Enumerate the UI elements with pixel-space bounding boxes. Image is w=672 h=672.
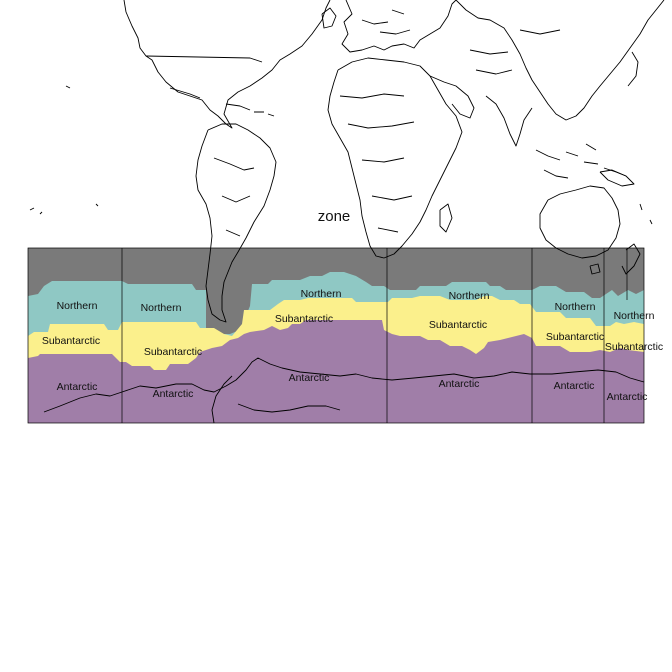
zone-label-subantarctic: Subantarctic <box>144 346 202 358</box>
japan-islands <box>627 51 639 87</box>
zone-label-antarctic: Antarctic <box>57 381 98 393</box>
africa-border <box>339 93 415 233</box>
zone-label-subantarctic: Subantarctic <box>546 331 604 343</box>
antarctica-coastline <box>237 403 341 413</box>
zone-label-northern: Northern <box>449 290 490 302</box>
zone-panel <box>28 248 644 423</box>
new-zealand <box>621 243 641 275</box>
asia-coast <box>455 0 665 121</box>
mexico-border <box>169 87 201 99</box>
zone-label-antarctic: Antarctic <box>153 388 194 400</box>
zone-label-northern: Northern <box>555 301 596 313</box>
world-coastlines <box>29 0 665 323</box>
south-america-coast <box>195 123 277 323</box>
zone-label-northern: Northern <box>301 288 342 300</box>
europe-coast <box>341 0 457 53</box>
zone-label-subantarctic: Subantarctic <box>275 313 333 325</box>
antarctica-coastline <box>43 357 645 413</box>
british-isles <box>321 7 337 29</box>
zone-label-antarctic: Antarctic <box>554 380 595 392</box>
small-islands <box>29 85 653 225</box>
australia-coast <box>539 185 621 259</box>
madagascar <box>439 203 453 233</box>
us-border <box>145 55 263 63</box>
zone-antarctic <box>28 320 644 423</box>
antarctica-coastline <box>211 375 233 424</box>
zone-label-antarctic: Antarctic <box>607 391 648 403</box>
zone-label-subantarctic: Subantarctic <box>605 341 663 353</box>
africa-coast <box>327 57 463 259</box>
caribbean-islands <box>225 103 275 117</box>
zone-label-northern: Northern <box>614 310 655 322</box>
new-guinea <box>599 169 635 187</box>
zone-grid <box>27 247 645 424</box>
zone-label-subantarctic: Subantarctic <box>42 335 100 347</box>
map-title: zone <box>318 208 351 225</box>
india-coast <box>485 95 533 147</box>
zone-label-subantarctic: Subantarctic <box>429 319 487 331</box>
zone-label-northern: Northern <box>141 302 182 314</box>
zone-label-antarctic: Antarctic <box>439 378 480 390</box>
europe-border <box>361 9 411 35</box>
zone-panel-border <box>27 247 645 424</box>
zone-label-northern: Northern <box>57 300 98 312</box>
asia-border <box>469 29 561 75</box>
south-america-border <box>213 157 255 237</box>
zone-label-antarctic: Antarctic <box>289 372 330 384</box>
tasmania <box>589 263 601 275</box>
middle-east-coast <box>429 75 475 119</box>
zone-labels: Northern Northern Northern Northern Nort… <box>42 288 663 403</box>
